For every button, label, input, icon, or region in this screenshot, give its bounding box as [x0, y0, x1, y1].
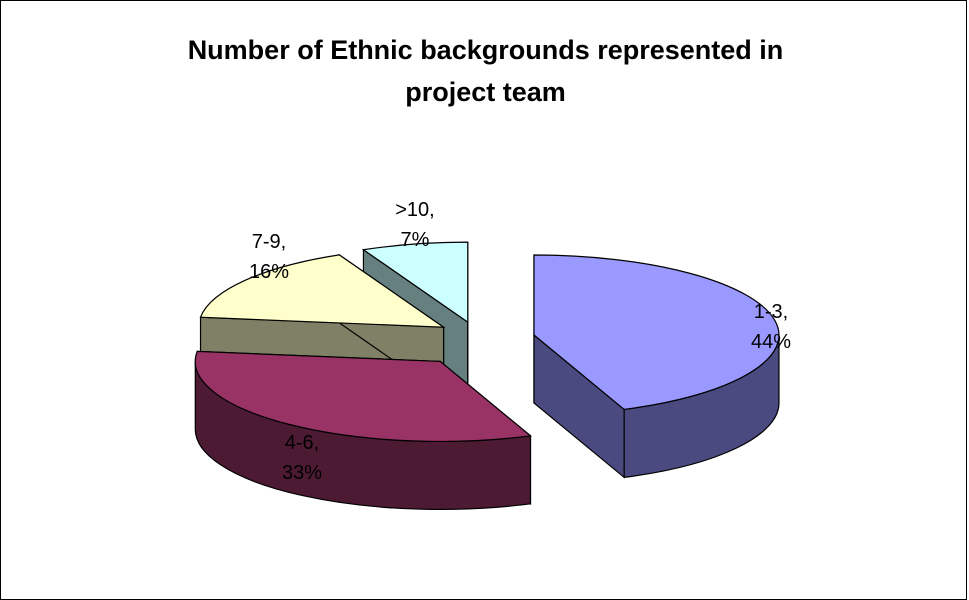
pie-slice-top	[199, 254, 446, 328]
slice-category-label: 1-3,	[754, 301, 788, 323]
pie-slice-top	[194, 350, 532, 443]
pie-chart: 1-3, 44% 4-6, 33% 7-9, 16% >10, 7%	[194, 199, 791, 511]
slice-category-label: 4-6,	[285, 432, 319, 454]
slice-category-label: >10,	[395, 199, 434, 221]
pie-slice-top	[361, 241, 469, 324]
pie-slice-4-6	[194, 350, 532, 511]
chart-title-line-2: project team	[405, 77, 566, 107]
pie-slice-1-3	[533, 254, 780, 479]
slice-label-4-6: 4-6, 33%	[282, 432, 322, 484]
slice-label-7-9: 7-9, 16%	[249, 231, 289, 283]
slice-value-label: 7%	[401, 229, 430, 251]
slice-label-gt10: >10, 7%	[395, 199, 434, 251]
pie-slice-top	[533, 254, 780, 411]
slice-value-label: 33%	[282, 462, 322, 484]
chart-title: Number of Ethnic backgrounds represented…	[1, 29, 969, 113]
slice-label-1-3: 1-3, 44%	[751, 301, 791, 353]
chart-title-line-1: Number of Ethnic backgrounds represented…	[187, 35, 784, 65]
slice-category-label: 7-9,	[252, 231, 286, 253]
slice-value-label: 16%	[249, 261, 289, 283]
slice-value-label: 44%	[751, 331, 791, 353]
